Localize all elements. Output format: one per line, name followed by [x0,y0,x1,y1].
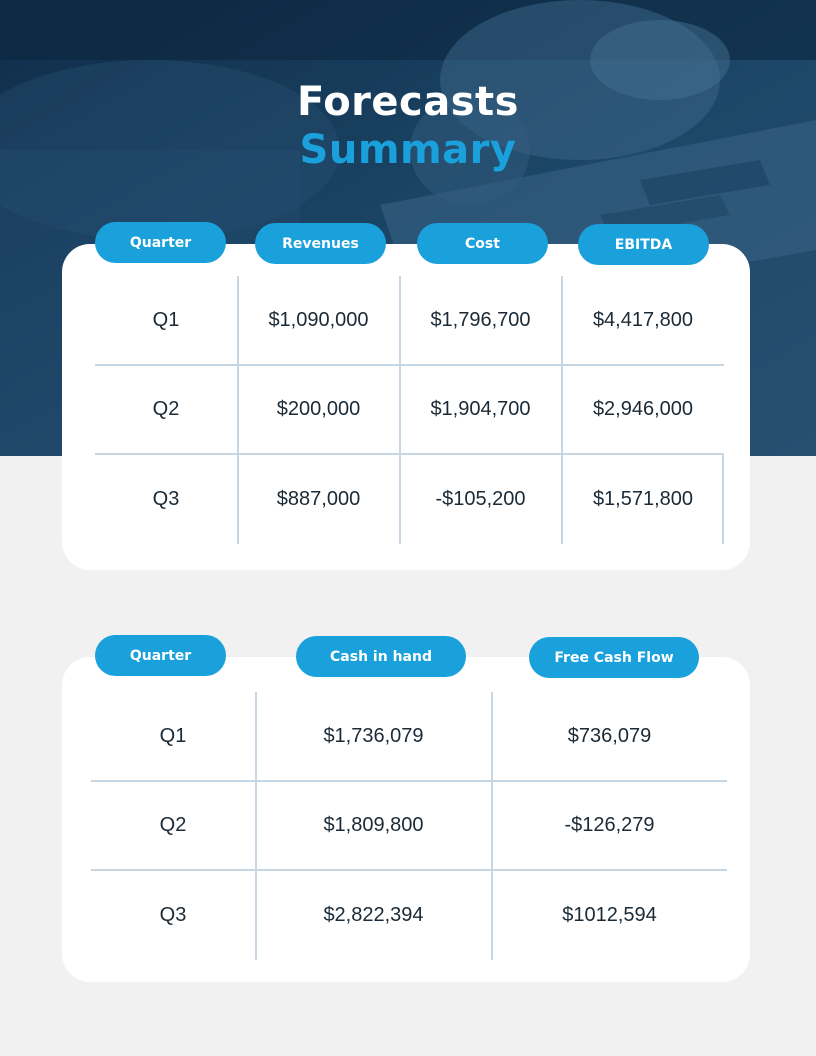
forecast-table-card [62,244,750,570]
table1-cell-revenues: $887,000 [276,487,361,510]
table2-column-divider [255,692,257,960]
table1-cell-quarter: Q1 [152,308,180,331]
table1-header-quarter: Quarter [95,222,226,263]
table1-cell-revenues: $200,000 [276,397,361,420]
table2-header-free-cash-flow: Free Cash Flow [529,637,699,678]
table2-header-cash-in-hand: Cash in hand [296,636,466,677]
table2-cell-quarter: Q2 [159,813,187,836]
table2-cell-cash-in-hand: $1,736,079 [323,724,424,747]
table1-row-divider [95,453,724,455]
table1-cell-quarter: Q2 [152,397,180,420]
table1-cell-cost: $1,904,700 [430,397,531,420]
table1-column-divider [722,454,724,544]
table1-header-ebitda: EBITDA [578,224,709,265]
table2-cell-cash-in-hand: $2,822,394 [323,903,424,926]
table1-cell-revenues: $1,090,000 [268,308,369,331]
table1-column-divider [399,276,401,544]
page-title-line-1: Forecasts [297,79,519,125]
table1-header-revenues: Revenues [255,223,386,264]
table1-cell-cost: -$105,200 [435,487,526,510]
table1-cell-ebitda: $1,571,800 [592,487,694,510]
table1-cell-ebitda: $2,946,000 [592,397,694,420]
table1-column-divider [237,276,239,544]
page-title-line-2: Summary [299,127,517,173]
table2-cell-free-cash-flow: $1012,594 [562,903,657,926]
table1-column-divider [561,276,563,544]
table2-header-quarter: Quarter [95,635,226,676]
table2-cell-cash-in-hand: $1,809,800 [323,813,424,836]
table1-cell-ebitda: $4,417,800 [592,308,694,331]
table2-cell-free-cash-flow: -$126,279 [564,813,655,836]
table1-header-cost: Cost [417,223,548,264]
table1-cell-cost: $1,796,700 [430,308,531,331]
table2-row-divider [91,869,727,871]
table2-row-divider [91,780,727,782]
table2-cell-quarter: Q1 [159,724,187,747]
table1-row-divider [95,364,724,366]
table2-cell-free-cash-flow: $736,079 [567,724,652,747]
table1-cell-quarter: Q3 [152,487,180,510]
cash-flow-table-card [62,657,750,982]
table2-cell-quarter: Q3 [159,903,187,926]
table2-column-divider [491,692,493,960]
